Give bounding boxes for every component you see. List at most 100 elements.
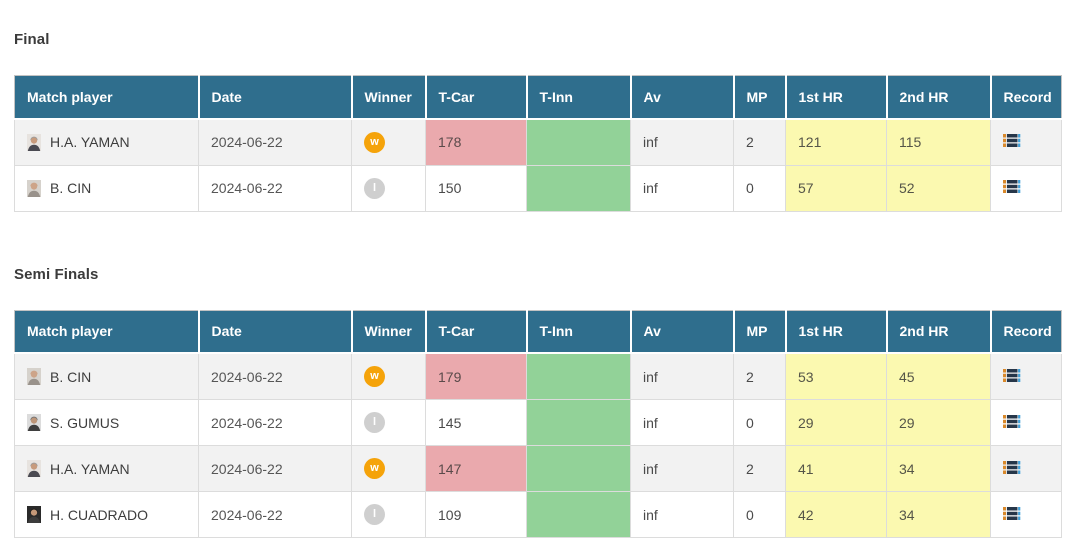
winner-cell: l — [351, 491, 426, 538]
match-date: 2024-06-22 — [211, 460, 283, 477]
match-row: H.A. YAMAN 2024-06-22 w 147 inf 2 41 34 — [14, 445, 1062, 492]
match-points-cell: 0 — [733, 399, 786, 446]
record-cell — [990, 399, 1062, 446]
winner-badge: w — [364, 458, 385, 479]
t-inn-cell — [526, 445, 631, 492]
winner-cell: l — [351, 399, 426, 446]
player: B. CIN — [27, 179, 186, 197]
record-button[interactable] — [1003, 460, 1021, 477]
player-name: H. CUADRADO — [50, 506, 149, 523]
column-header-match-player: Match player — [14, 75, 199, 120]
t-car-cell: 179 — [425, 352, 527, 400]
average-cell: inf — [630, 352, 734, 400]
player: H. CUADRADO — [27, 506, 186, 523]
match-points-cell: 2 — [733, 118, 786, 166]
column-header-1st-hr: 1st HR — [784, 310, 887, 354]
player-avatar-icon — [27, 414, 41, 431]
player-name: H.A. YAMAN — [50, 460, 130, 477]
column-header-2nd-hr: 2nd HR — [885, 310, 991, 354]
record-cell — [990, 491, 1062, 538]
player-avatar-icon — [27, 179, 41, 197]
second-hr-cell: 34 — [886, 445, 991, 492]
average-cell: inf — [630, 399, 734, 446]
match-points-cell: 2 — [733, 352, 786, 400]
column-header-match-player: Match player — [14, 310, 199, 354]
winner-cell: w — [351, 118, 426, 166]
loser-badge: l — [364, 504, 385, 525]
loser-badge: l — [364, 177, 385, 199]
record-list-icon — [1003, 460, 1021, 477]
column-header-winner: Winner — [350, 75, 426, 120]
column-header-mp: MP — [732, 75, 786, 120]
match-row: S. GUMUS 2024-06-22 l 145 inf 0 29 29 — [14, 399, 1062, 446]
t-inn-cell — [526, 399, 631, 446]
first-hr-cell: 53 — [785, 352, 887, 400]
column-header-t-car: T-Car — [424, 75, 527, 120]
first-hr-cell: 57 — [785, 164, 887, 212]
date-cell: 2024-06-22 — [198, 352, 352, 400]
second-hr-cell: 45 — [886, 352, 991, 400]
average-cell: inf — [630, 491, 734, 538]
results-table-semi-finals: Match player Date Winner T-Car T-Inn Av MP 1st … — [14, 309, 1062, 538]
first-hr-cell: 42 — [785, 491, 887, 538]
player-name: S. GUMUS — [50, 414, 120, 431]
results-table-final: Match player Date Winner T-Car T-Inn Av MP 1st … — [14, 75, 1062, 212]
player-cell: B. CIN — [14, 164, 199, 212]
table-header-row: Match player Date Winner T-Car T-Inn Av MP 1st … — [14, 310, 1062, 354]
match-row: H.A. YAMAN 2024-06-22 w 178 inf 2 121 115 — [14, 118, 1062, 166]
record-cell — [990, 352, 1062, 400]
record-list-icon — [1003, 368, 1021, 385]
record-list-icon — [1003, 414, 1021, 431]
date-cell: 2024-06-22 — [198, 118, 352, 166]
player: S. GUMUS — [27, 414, 186, 431]
average-cell: inf — [630, 445, 734, 492]
loser-badge: l — [364, 412, 385, 433]
record-list-icon — [1003, 506, 1021, 523]
column-header-2nd-hr: 2nd HR — [885, 75, 991, 120]
player-cell: B. CIN — [14, 352, 199, 400]
t-car-cell: 147 — [425, 445, 527, 492]
average-cell: inf — [630, 164, 734, 212]
match-points-cell: 0 — [733, 491, 786, 538]
record-list-icon — [1003, 180, 1021, 196]
record-button[interactable] — [1003, 368, 1021, 385]
second-hr-cell: 115 — [886, 118, 991, 166]
second-hr-cell: 29 — [886, 399, 991, 446]
player-cell: H. CUADRADO — [14, 491, 199, 538]
t-car-cell: 109 — [425, 491, 527, 538]
section-semi-finals: Semi Finals Match player Date Winner T-Car T… — [14, 266, 1062, 538]
column-header-t-inn: T-Inn — [525, 75, 631, 120]
t-car-cell: 145 — [425, 399, 527, 446]
record-button[interactable] — [1003, 506, 1021, 523]
first-hr-cell: 29 — [785, 399, 887, 446]
t-inn-cell — [526, 491, 631, 538]
column-header-date: Date — [197, 310, 352, 354]
player: H.A. YAMAN — [27, 133, 186, 151]
match-row: B. CIN 2024-06-22 l 150 inf 0 57 52 — [14, 164, 1062, 212]
record-cell — [990, 118, 1062, 166]
t-car-cell: 178 — [425, 118, 527, 166]
section-final: Final Match player Date Winner T-Car T-Inn Av… — [14, 31, 1062, 212]
match-date: 2024-06-22 — [211, 134, 283, 150]
record-button[interactable] — [1003, 180, 1021, 193]
player-cell: H.A. YAMAN — [14, 118, 199, 166]
column-header-av: Av — [629, 75, 734, 120]
match-date: 2024-06-22 — [211, 180, 283, 196]
second-hr-cell: 52 — [886, 164, 991, 212]
column-header-1st-hr: 1st HR — [784, 75, 887, 120]
section-title-final: Final — [14, 31, 50, 48]
column-header-winner: Winner — [350, 310, 426, 354]
winner-badge: w — [364, 131, 385, 153]
column-header-av: Av — [629, 310, 734, 354]
match-date: 2024-06-22 — [211, 414, 283, 431]
match-points-cell: 2 — [733, 445, 786, 492]
column-header-t-car: T-Car — [424, 310, 527, 354]
record-button[interactable] — [1003, 414, 1021, 431]
first-hr-cell: 41 — [785, 445, 887, 492]
player-avatar-icon — [27, 506, 41, 523]
match-points-cell: 0 — [733, 164, 786, 212]
average-cell: inf — [630, 118, 734, 166]
second-hr-cell: 34 — [886, 491, 991, 538]
match-date: 2024-06-22 — [211, 368, 283, 385]
record-button[interactable] — [1003, 134, 1021, 147]
